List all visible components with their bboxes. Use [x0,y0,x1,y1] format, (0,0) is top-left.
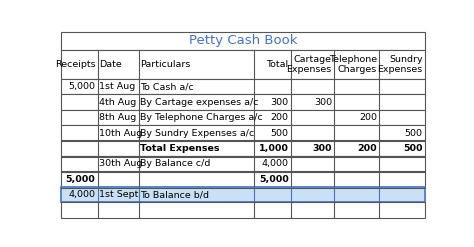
Bar [61,95,425,110]
Text: 300: 300 [314,98,332,107]
Text: By Balance c/d: By Balance c/d [140,159,210,168]
Text: 200: 200 [271,113,289,122]
Text: 5,000: 5,000 [68,82,95,91]
Text: 200: 200 [357,144,377,153]
Text: 200: 200 [359,113,377,122]
Text: Total: Total [266,60,289,69]
Bar [61,187,425,203]
Text: 4th Aug: 4th Aug [99,98,137,107]
Bar [61,32,425,50]
Text: 5,000: 5,000 [259,175,289,184]
Text: By Sundry Expenses a/c: By Sundry Expenses a/c [140,129,255,138]
Text: 1st Sept: 1st Sept [99,190,138,199]
Text: Telephone
Charges: Telephone Charges [329,55,377,74]
Text: Sundry
Expenses: Sundry Expenses [377,55,422,74]
Text: 1st Aug: 1st Aug [99,82,136,91]
Bar [61,156,425,172]
Text: To Cash a/c: To Cash a/c [140,82,194,91]
Text: 500: 500 [403,144,422,153]
Text: 300: 300 [312,144,332,153]
Text: 30th Aug: 30th Aug [99,159,143,168]
Text: To Balance b/d: To Balance b/d [140,190,209,199]
Text: 4,000: 4,000 [68,190,95,199]
Text: Date: Date [99,60,122,69]
Text: 500: 500 [405,129,422,138]
Bar [61,172,425,187]
Text: Total Expenses: Total Expenses [140,144,220,153]
Text: Receipts: Receipts [55,60,95,69]
Text: 4,000: 4,000 [262,159,289,168]
Bar [61,110,425,125]
Bar [61,125,425,141]
Text: 5,000: 5,000 [66,175,95,184]
Text: 1,000: 1,000 [259,144,289,153]
Text: Petty Cash Book: Petty Cash Book [189,34,297,47]
Bar [61,141,425,156]
Text: Cartage
Expenses: Cartage Expenses [287,55,332,74]
Text: 500: 500 [271,129,289,138]
Text: 8th Aug: 8th Aug [99,113,137,122]
Bar [61,79,425,95]
Text: By Cartage expenses a/c: By Cartage expenses a/c [140,98,259,107]
Text: 10th Aug: 10th Aug [99,129,142,138]
Text: 300: 300 [271,98,289,107]
Bar [61,203,425,218]
Text: By Telephone Charges a/c: By Telephone Charges a/c [140,113,263,122]
Text: Particulars: Particulars [140,60,191,69]
